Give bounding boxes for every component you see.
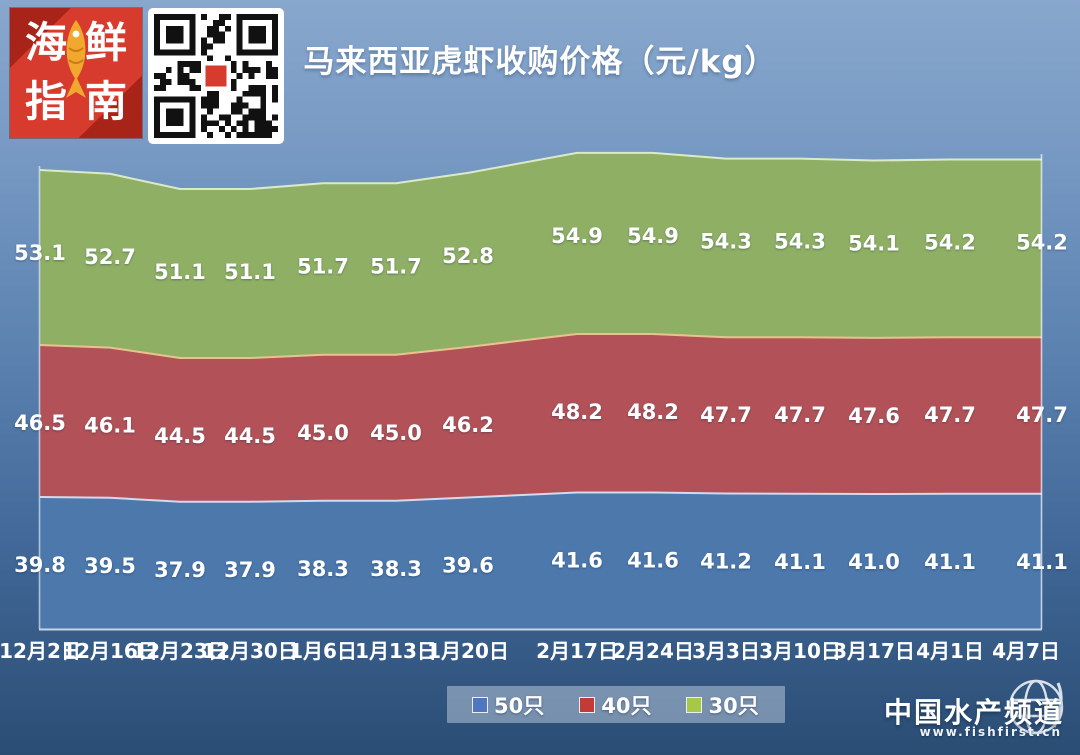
legend-swatch: [687, 697, 702, 712]
data-label: 45.0: [370, 421, 422, 445]
data-label: 47.7: [700, 403, 752, 427]
data-label: 39.6: [442, 554, 494, 578]
legend-label: 30只: [708, 693, 759, 718]
watermark-site: www.fishfirst.cn: [919, 725, 1062, 739]
data-label: 44.5: [224, 424, 276, 448]
data-label: 38.3: [297, 557, 349, 581]
data-label: 47.7: [924, 403, 976, 427]
data-label: 39.5: [84, 554, 136, 578]
data-label: 51.7: [370, 254, 422, 278]
watermark: 中国水产频道 www.fishfirst.cn: [814, 679, 1074, 745]
data-label: 47.7: [774, 403, 826, 427]
watermark-brand: 中国水产频道: [883, 696, 1064, 729]
area-fill: [40, 492, 1042, 629]
x-tick-label: 12月30日: [202, 639, 298, 663]
chart-title: 马来西亚虎虾收购价格（元/kg）: [303, 44, 777, 80]
logo-char: 海: [24, 18, 67, 67]
area-top-edge: [39, 151, 1042, 190]
x-tick-label: 2月24日: [612, 639, 694, 663]
logo-char: 指: [24, 77, 67, 126]
data-label: 54.3: [700, 230, 752, 254]
legend-swatch: [580, 697, 595, 712]
seafood-guide-logo: 海 鲜 指 南: [10, 8, 142, 138]
legend-label: 50只: [494, 693, 545, 718]
legend-item-50只: 50只: [473, 690, 544, 720]
data-label: 47.6: [848, 404, 900, 428]
data-label: 38.3: [370, 557, 422, 581]
data-label: 41.6: [551, 549, 603, 573]
x-tick-label: 1月13日: [355, 639, 437, 663]
data-label: 45.0: [297, 421, 349, 445]
logo-char: 南: [84, 77, 127, 126]
data-label: 41.0: [848, 550, 900, 574]
data-label: 44.5: [154, 424, 206, 448]
x-tick-label: 1月6日: [289, 639, 357, 663]
x-tick-label: 3月17日: [833, 639, 915, 663]
data-label: 54.1: [848, 232, 900, 256]
data-label: 37.9: [154, 558, 206, 582]
plot-border: [38, 154, 1043, 631]
data-label: 46.1: [84, 414, 136, 438]
data-label: 48.2: [627, 400, 679, 424]
data-label: 52.7: [84, 245, 136, 269]
x-tick-label: 4月1日: [916, 639, 984, 663]
data-label: 54.9: [551, 224, 603, 248]
data-label: 46.2: [442, 413, 494, 437]
x-tick-label: 2月17日: [536, 639, 618, 663]
data-label: 54.2: [924, 231, 976, 255]
data-label: 51.1: [224, 260, 276, 284]
fish-icon: [66, 20, 86, 98]
x-tick-label: 1月20日: [427, 639, 509, 663]
data-label: 52.8: [442, 244, 494, 268]
logo-char: 鲜: [84, 18, 127, 67]
area-top-edge: [39, 332, 1042, 359]
data-label: 41.1: [774, 550, 826, 574]
chart-legend: 50只 40只 30只: [447, 686, 785, 723]
data-label: 54.3: [774, 230, 826, 254]
qr-code: [148, 8, 284, 144]
legend-item-30只: 30只: [687, 690, 759, 720]
data-label: 51.1: [154, 260, 206, 284]
legend-swatch: [473, 697, 487, 712]
data-label: 37.9: [224, 558, 276, 582]
data-label: 41.6: [627, 549, 679, 573]
globe-icon: [1008, 679, 1064, 735]
series-50只: 39.8 39.5 37.9 37.9 38.3 38.3 39.6 41.6 41.6 41.2…: [14, 491, 1068, 629]
x-tick-label: 12月23日: [132, 639, 228, 663]
data-label: 41.1: [924, 550, 976, 574]
x-tick-label: 12月16日: [62, 639, 158, 663]
data-label: 41.2: [700, 550, 752, 574]
x-tick-label: 4月7日: [992, 639, 1060, 663]
x-tick-label: 3月10日: [759, 639, 841, 663]
data-label: 51.7: [297, 254, 349, 278]
legend-item-40只: 40只: [580, 690, 651, 720]
logo-characters: 海 鲜 指 南: [16, 14, 136, 132]
legend-label: 40只: [601, 693, 652, 718]
x-tick-label: 12月2日: [0, 639, 81, 663]
data-label: 54.9: [627, 224, 679, 248]
area-top-edge: [39, 491, 1042, 503]
x-tick-label: 3月3日: [692, 639, 760, 663]
data-label: 48.2: [551, 400, 603, 424]
